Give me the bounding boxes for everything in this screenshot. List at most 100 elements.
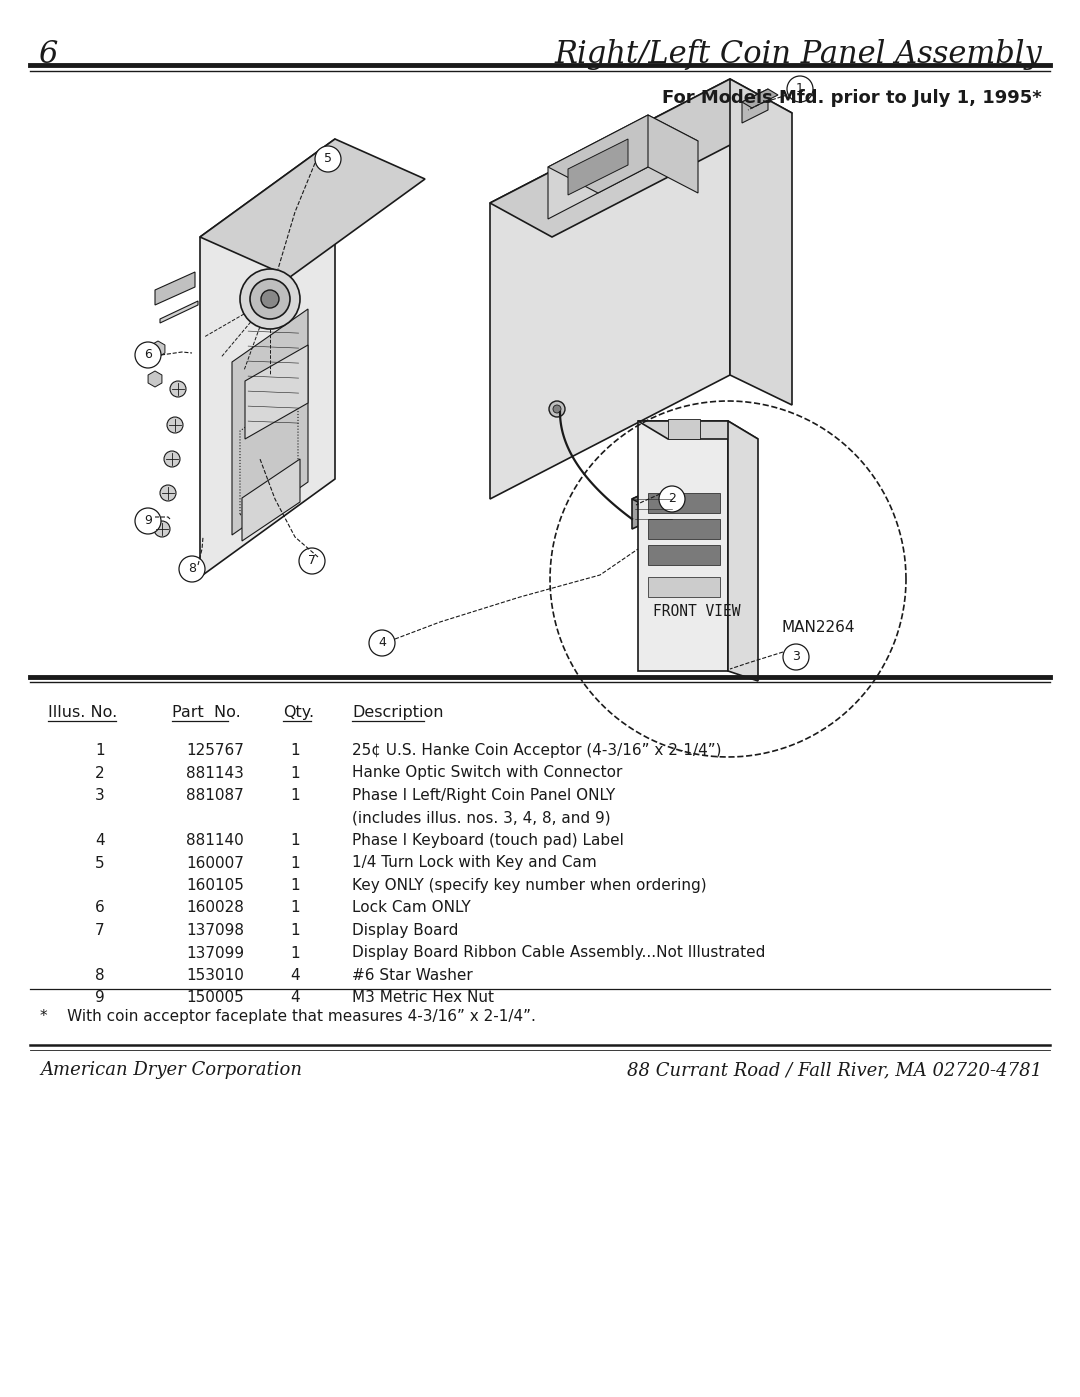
Polygon shape — [242, 460, 300, 541]
Polygon shape — [490, 80, 730, 499]
Text: 6: 6 — [38, 39, 57, 70]
Text: 153010: 153010 — [186, 968, 244, 983]
Text: 881087: 881087 — [186, 788, 244, 803]
Polygon shape — [648, 577, 720, 597]
Polygon shape — [669, 419, 700, 439]
Circle shape — [369, 630, 395, 657]
Text: 137099: 137099 — [186, 946, 244, 961]
Text: 1: 1 — [291, 946, 300, 961]
Circle shape — [160, 485, 176, 502]
Text: 150005: 150005 — [186, 990, 244, 1006]
Text: 9: 9 — [144, 514, 152, 528]
Text: 3: 3 — [792, 651, 800, 664]
Text: 160028: 160028 — [186, 901, 244, 915]
Text: 1: 1 — [291, 901, 300, 915]
Polygon shape — [742, 89, 778, 108]
Polygon shape — [148, 372, 162, 387]
Text: 160105: 160105 — [186, 877, 244, 893]
Text: 2: 2 — [95, 766, 105, 781]
Text: Qty.: Qty. — [283, 705, 314, 719]
Polygon shape — [742, 89, 768, 123]
Text: Right/Left Coin Panel Assembly: Right/Left Coin Panel Assembly — [554, 39, 1042, 70]
Circle shape — [787, 75, 813, 102]
Text: 1: 1 — [291, 743, 300, 759]
Polygon shape — [200, 138, 335, 577]
Text: Phase I Keyboard (touch pad) Label: Phase I Keyboard (touch pad) Label — [352, 833, 624, 848]
Circle shape — [249, 279, 291, 319]
Circle shape — [240, 270, 300, 330]
Circle shape — [553, 405, 561, 414]
Text: 9: 9 — [95, 990, 105, 1006]
Text: 881140: 881140 — [186, 833, 244, 848]
Text: Hanke Optic Switch with Connector: Hanke Optic Switch with Connector — [352, 766, 622, 781]
Text: MAN2264: MAN2264 — [781, 620, 854, 636]
Text: 4: 4 — [378, 637, 386, 650]
Text: Key ONLY (specify key number when ordering): Key ONLY (specify key number when orderi… — [352, 877, 706, 893]
Text: Part  No.: Part No. — [172, 705, 241, 719]
Text: American Dryer Corporation: American Dryer Corporation — [40, 1060, 302, 1078]
Polygon shape — [160, 300, 198, 323]
Polygon shape — [648, 493, 720, 513]
Circle shape — [299, 548, 325, 574]
Text: 1/4 Turn Lock with Key and Cam: 1/4 Turn Lock with Key and Cam — [352, 855, 597, 870]
Text: 881143: 881143 — [186, 766, 244, 781]
Circle shape — [783, 644, 809, 671]
Text: 7: 7 — [95, 923, 105, 937]
Polygon shape — [156, 272, 195, 305]
Circle shape — [167, 416, 183, 433]
Polygon shape — [648, 545, 720, 564]
Circle shape — [179, 556, 205, 583]
Text: 4: 4 — [95, 833, 105, 848]
Text: Display Board Ribbon Cable Assembly...Not Illustrated: Display Board Ribbon Cable Assembly...No… — [352, 946, 766, 961]
Circle shape — [315, 147, 341, 172]
Polygon shape — [648, 520, 720, 539]
Text: 4: 4 — [291, 990, 300, 1006]
Text: 8: 8 — [188, 563, 195, 576]
Text: (includes illus. nos. 3, 4, 8, and 9): (includes illus. nos. 3, 4, 8, and 9) — [352, 810, 610, 826]
Polygon shape — [632, 479, 692, 507]
Text: 1: 1 — [291, 855, 300, 870]
Text: 88 Currant Road / Fall River, MA 02720-4781: 88 Currant Road / Fall River, MA 02720-4… — [626, 1060, 1042, 1078]
Text: 7: 7 — [308, 555, 316, 567]
Text: 8: 8 — [95, 968, 105, 983]
Polygon shape — [245, 345, 308, 439]
Text: M3 Metric Hex Nut: M3 Metric Hex Nut — [352, 990, 494, 1006]
Text: 25¢ U.S. Hanke Coin Acceptor (4-3/16” x 2-1/4”): 25¢ U.S. Hanke Coin Acceptor (4-3/16” x … — [352, 743, 721, 759]
Text: 3: 3 — [95, 788, 105, 803]
Text: Lock Cam ONLY: Lock Cam ONLY — [352, 901, 471, 915]
Text: #6 Star Washer: #6 Star Washer — [352, 968, 473, 983]
Polygon shape — [638, 420, 728, 671]
Polygon shape — [568, 138, 627, 196]
Text: 1: 1 — [291, 923, 300, 937]
Text: FRONT VIEW: FRONT VIEW — [653, 604, 741, 619]
Text: 5: 5 — [324, 152, 332, 165]
Polygon shape — [728, 420, 758, 680]
Text: 2: 2 — [669, 493, 676, 506]
Polygon shape — [632, 479, 676, 529]
Text: *    With coin acceptor faceplate that measures 4-3/16” x 2-1/4”.: * With coin acceptor faceplate that meas… — [40, 1009, 536, 1024]
Circle shape — [135, 342, 161, 367]
Polygon shape — [648, 115, 698, 193]
Text: 5: 5 — [95, 855, 105, 870]
Text: 4: 4 — [291, 968, 300, 983]
Circle shape — [659, 486, 685, 511]
Text: Phase I Left/Right Coin Panel ONLY: Phase I Left/Right Coin Panel ONLY — [352, 788, 616, 803]
Polygon shape — [232, 309, 308, 535]
Polygon shape — [490, 80, 792, 237]
Text: 1: 1 — [291, 788, 300, 803]
Text: Description: Description — [352, 705, 444, 719]
Text: Display Board: Display Board — [352, 923, 458, 937]
Circle shape — [261, 291, 279, 307]
Text: 6: 6 — [95, 901, 105, 915]
Text: 125767: 125767 — [186, 743, 244, 759]
Text: 160007: 160007 — [186, 855, 244, 870]
Circle shape — [135, 509, 161, 534]
Text: 1: 1 — [796, 82, 804, 95]
Text: 1: 1 — [291, 766, 300, 781]
Polygon shape — [730, 80, 792, 405]
Text: 1: 1 — [291, 833, 300, 848]
Polygon shape — [638, 420, 758, 439]
Text: 1: 1 — [95, 743, 105, 759]
Polygon shape — [200, 138, 426, 277]
Circle shape — [170, 381, 186, 397]
